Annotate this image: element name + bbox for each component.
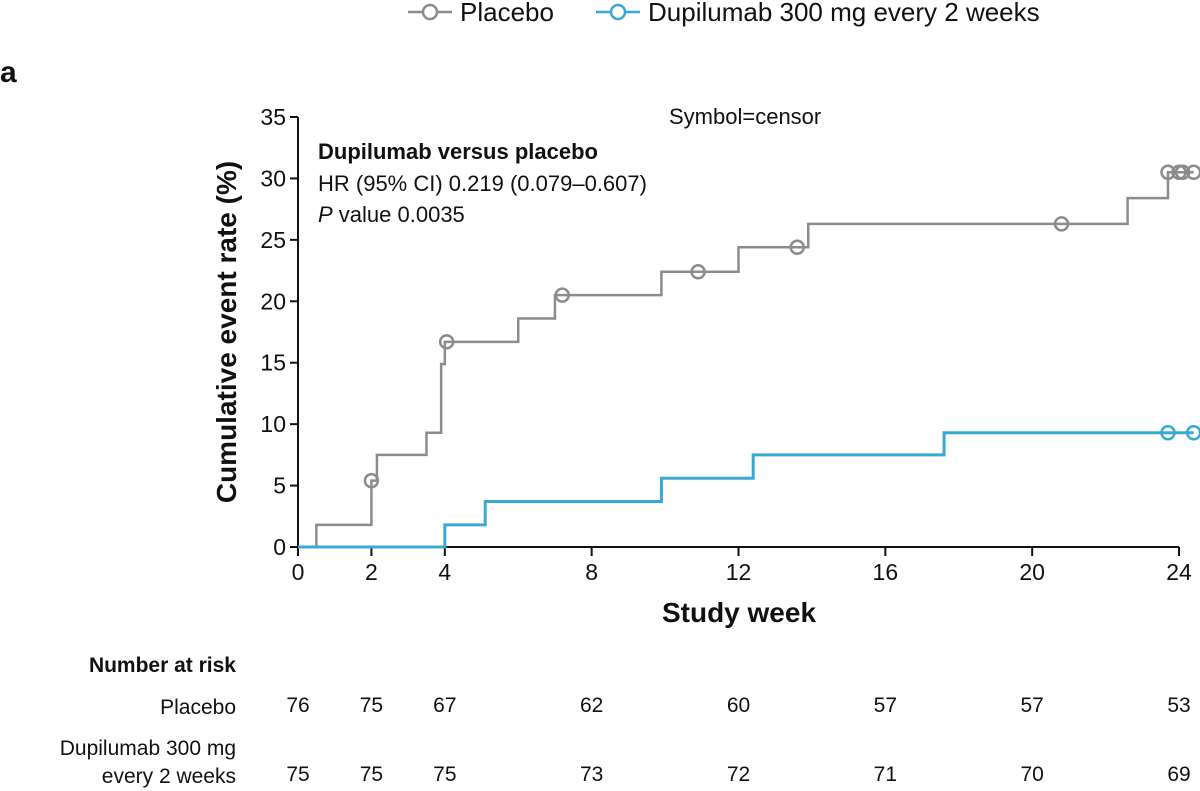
legend-marker-placebo — [421, 3, 439, 21]
p-value-number: value 0.0035 — [333, 202, 465, 227]
x-tick-label: 0 — [292, 559, 305, 585]
censor-marker — [1174, 164, 1191, 181]
risk-cell: 69 — [1167, 763, 1191, 786]
y-tick-label: 35 — [260, 104, 286, 130]
risk-row-label-placebo: Placebo — [0, 694, 236, 722]
legend-label-dupilumab: Dupilumab 300 mg every 2 weeks — [648, 0, 1040, 27]
panel-label: a — [0, 56, 17, 89]
risk-cell: 53 — [1167, 694, 1191, 717]
y-tick-label: 20 — [260, 288, 286, 314]
x-axis-label: Study week — [662, 597, 816, 628]
series-placebo — [298, 164, 1200, 549]
x-tick-label: 12 — [726, 559, 752, 585]
risk-row-label-line: Placebo — [160, 696, 236, 719]
legend-item-placebo: Placebo — [408, 0, 554, 27]
series-dupilumab — [298, 424, 1200, 549]
x-tick-label: 20 — [1019, 559, 1045, 585]
censor-marker — [1185, 164, 1200, 181]
censor-marker — [1185, 424, 1200, 441]
comparison-title: Dupilumab versus placebo — [318, 139, 598, 164]
censor-marker — [554, 287, 571, 303]
risk-cell: 62 — [579, 694, 604, 717]
risk-cell: 67 — [433, 694, 457, 717]
risk-cell: 57 — [873, 694, 897, 717]
risk-cell: 73 — [579, 763, 604, 786]
y-axis-label: Cumulative event rate (%) — [211, 161, 242, 503]
risk-cell: 75 — [359, 694, 384, 717]
risk-cell: 72 — [726, 763, 751, 786]
censor-marker — [1053, 216, 1070, 232]
risk-cell: 60 — [726, 694, 751, 717]
risk-row-label-dupilumab: Dupilumab 300 mg every 2 weeks — [0, 735, 236, 791]
series-layer — [298, 164, 1200, 549]
x-tick-label: 16 — [873, 559, 899, 585]
risk-cell: 57 — [1020, 694, 1044, 717]
censor-note: Symbol=censor — [669, 104, 821, 129]
risk-cell: 75 — [286, 763, 310, 786]
x-tick-label: 24 — [1166, 559, 1192, 585]
y-tick-label: 10 — [260, 411, 286, 437]
x-tick-label: 2 — [365, 559, 378, 585]
y-ticks: 0 5 10 15 20 25 30 35 — [260, 104, 298, 560]
legend-item-dupilumab: Dupilumab 300 mg every 2 weeks — [596, 0, 1040, 27]
risk-row-label-line: Dupilumab 300 mg — [59, 737, 236, 760]
censor-marker — [1160, 164, 1176, 181]
risk-cell: 75 — [359, 763, 384, 786]
legend: Placebo Dupilumab 300 mg every 2 weeks — [408, 0, 1040, 27]
y-tick-label: 5 — [273, 473, 286, 499]
censor-marker — [690, 264, 706, 280]
censor-marker — [1160, 424, 1176, 441]
step-line — [298, 171, 1194, 549]
legend-marker-dupilumab — [609, 3, 627, 21]
legend-label-placebo: Placebo — [460, 0, 554, 27]
risk-cell: 75 — [433, 763, 457, 786]
censor-marker — [789, 239, 805, 255]
x-tick-label: 8 — [585, 559, 598, 585]
x-ticks: 0 2 4 8 12 16 20 24 — [292, 547, 1192, 585]
censor-marker — [363, 472, 380, 489]
risk-table-title: Number at risk — [88, 654, 236, 677]
y-tick-label: 30 — [260, 165, 286, 191]
x-tick-label: 4 — [438, 559, 451, 585]
censor-marker — [438, 334, 455, 350]
p-value-italic: P — [318, 202, 333, 227]
y-tick-label: 15 — [260, 350, 286, 376]
y-tick-label: 0 — [273, 534, 286, 560]
risk-cell: 70 — [1020, 763, 1044, 786]
p-value-text: P value 0.0035 — [318, 202, 465, 227]
risk-row-label-line: every 2 weeks — [101, 765, 236, 788]
y-tick-label: 25 — [260, 227, 286, 253]
step-line — [298, 431, 1194, 549]
risk-cell: 71 — [873, 763, 897, 786]
risk-cell: 76 — [286, 694, 310, 717]
hazard-ratio-text: HR (95% CI) 0.219 (0.079–0.607) — [318, 171, 647, 196]
